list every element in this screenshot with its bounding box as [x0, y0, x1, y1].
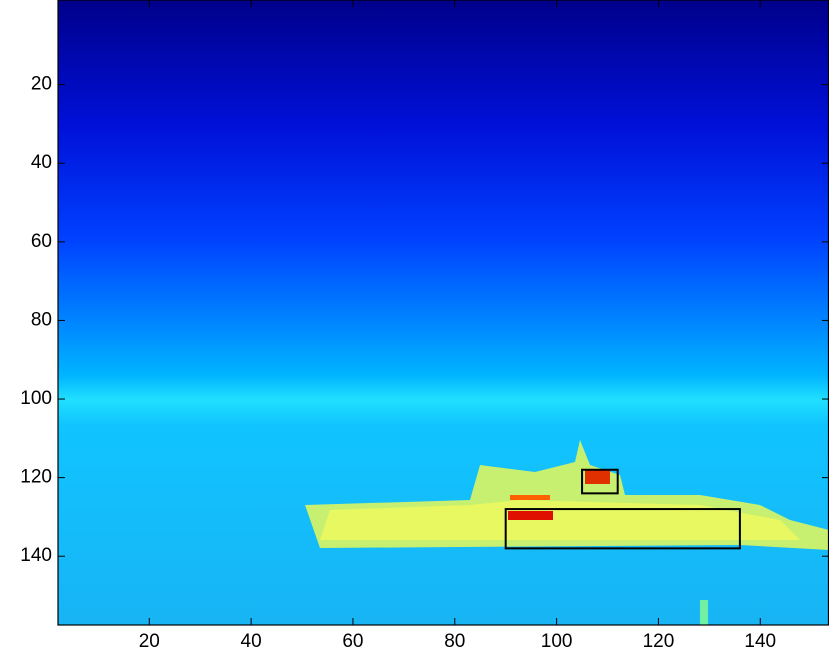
y-tick-label: 40: [31, 152, 52, 173]
y-tick-label: 60: [31, 231, 52, 252]
y-tick-label: 20: [31, 74, 52, 95]
hot-spot: [585, 470, 610, 484]
x-tick-label: 60: [342, 631, 363, 652]
heatmap: [58, 0, 829, 625]
hot-spot: [510, 495, 550, 500]
mast-reflection: [700, 600, 708, 625]
chart: 20 40 60 80 100 120 140 20 40 60 80 100 120 140: [0, 0, 829, 656]
y-tick-label: 100: [20, 388, 52, 409]
x-tick-label: 140: [744, 631, 776, 652]
hot-spot: [508, 511, 553, 520]
x-tick-label: 20: [139, 631, 160, 652]
y-tick-label: 140: [20, 545, 52, 566]
y-tick-label: 120: [20, 467, 52, 488]
x-tick-label: 40: [241, 631, 262, 652]
page: 2040608010012014020406080100120140 (() =…: [0, 0, 829, 661]
x-tick-label: 100: [541, 631, 573, 652]
x-tick-label: 80: [444, 631, 465, 652]
y-tick-label: 80: [31, 309, 52, 330]
x-tick-label: 120: [643, 631, 675, 652]
